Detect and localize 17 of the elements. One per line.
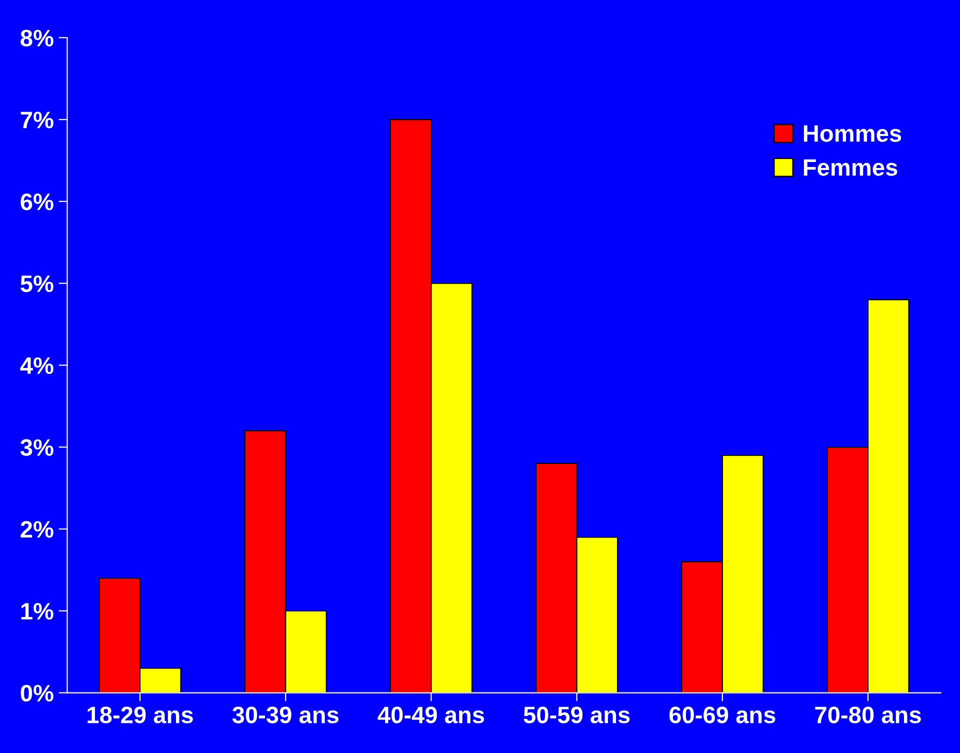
legend-label: Hommes — [804, 125, 902, 142]
x-tick-label: 18-29 ans — [88, 706, 193, 724]
y-tick-label: 5% — [20, 275, 54, 292]
x-tick-label: 50-59 ans — [524, 706, 630, 724]
y-tick-label: 8% — [20, 30, 54, 46]
x-tick-label: 70-80 ans — [815, 706, 921, 724]
x-tick-label: 60-69 ans — [669, 706, 776, 724]
y-tick-label: 7% — [20, 112, 54, 128]
y-tick-label: 4% — [20, 357, 54, 374]
y-tick-label: 2% — [20, 521, 54, 538]
legend-label: Femmes — [804, 159, 898, 176]
y-tick-label: 0% — [20, 684, 54, 702]
x-tick-label: 30-39 ans — [232, 706, 338, 724]
x-tick-label: 40-49 ans — [378, 706, 484, 724]
y-tick-label: 3% — [20, 439, 54, 456]
y-tick-label: 1% — [21, 603, 54, 620]
y-tick-label: 6% — [20, 193, 54, 210]
